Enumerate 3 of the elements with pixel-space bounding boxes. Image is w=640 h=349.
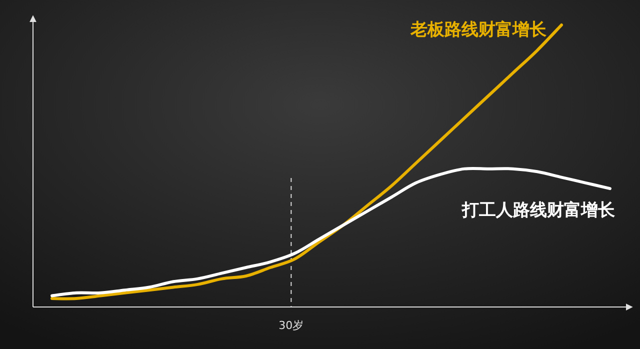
series-label: 打工人路线财富增长 bbox=[461, 200, 616, 221]
text: 30岁 bbox=[278, 319, 304, 332]
series-label: 老板路线财富增长 bbox=[409, 20, 548, 40]
